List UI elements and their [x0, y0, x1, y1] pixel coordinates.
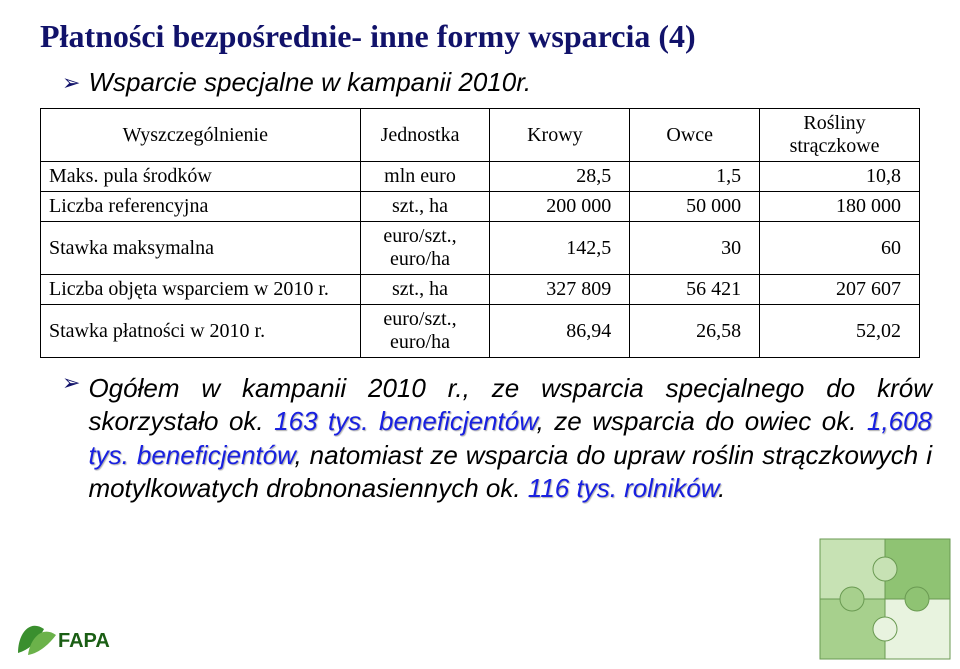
cell-v1: 86,94: [490, 305, 630, 358]
cell-unit: euro/szt., euro/ha: [360, 222, 490, 275]
cell-v3: 60: [760, 222, 920, 275]
table-body: Maks. pula środków mln euro 28,5 1,5 10,…: [41, 162, 920, 358]
cell-label: Liczba referencyjna: [41, 192, 361, 222]
bullet-icon: ➢: [62, 372, 80, 505]
table-row: Stawka maksymalna euro/szt., euro/ha 142…: [41, 222, 920, 275]
th-4: Rośliny strączkowe: [760, 109, 920, 162]
th-1: Jednostka: [360, 109, 490, 162]
cell-v1: 200 000: [490, 192, 630, 222]
cell-unit: mln euro: [360, 162, 490, 192]
data-table: Wyszczególnienie Jednostka Krowy Owce Ro…: [40, 108, 920, 358]
cell-v1: 28,5: [490, 162, 630, 192]
cell-v2: 26,58: [630, 305, 760, 358]
cell-v3: 52,02: [760, 305, 920, 358]
para-highlight: 163 tys. beneficjentów: [274, 406, 536, 436]
table-row: Stawka płatności w 2010 r. euro/szt., eu…: [41, 305, 920, 358]
cell-v2: 56 421: [630, 275, 760, 305]
th-0: Wyszczególnienie: [41, 109, 361, 162]
fapa-logo-icon: FAPA: [10, 613, 130, 661]
cell-unit: euro/szt., euro/ha: [360, 305, 490, 358]
cell-v1: 142,5: [490, 222, 630, 275]
subtitle-text: Wsparcie specjalne w kampanii 2010r.: [88, 67, 531, 98]
subtitle-line: ➢ Wsparcie specjalne w kampanii 2010r.: [62, 67, 920, 98]
cell-v1: 327 809: [490, 275, 630, 305]
cell-label: Stawka maksymalna: [41, 222, 361, 275]
cell-v2: 1,5: [630, 162, 760, 192]
bullet-icon: ➢: [62, 72, 80, 94]
para-highlight: 116 tys. rolników: [528, 473, 718, 503]
cell-v3: 180 000: [760, 192, 920, 222]
cell-label: Maks. pula środków: [41, 162, 361, 192]
table-row: Maks. pula środków mln euro 28,5 1,5 10,…: [41, 162, 920, 192]
para-seg: .: [718, 473, 725, 503]
cell-unit: szt., ha: [360, 192, 490, 222]
th-3: Owce: [630, 109, 760, 162]
summary-paragraph: ➢ Ogółem w kampanii 2010 r., ze wsparcia…: [62, 372, 932, 505]
cell-unit: szt., ha: [360, 275, 490, 305]
puzzle-decoration-icon: [780, 519, 960, 669]
cell-label: Liczba objęta wsparciem w 2010 r.: [41, 275, 361, 305]
cell-label: Stawka płatności w 2010 r.: [41, 305, 361, 358]
cell-v3: 10,8: [760, 162, 920, 192]
para-seg: , ze wsparcia do owiec ok.: [537, 406, 867, 436]
page-title: Płatności bezpośrednie- inne formy wspar…: [40, 18, 920, 55]
th-2: Krowy: [490, 109, 630, 162]
table-row: Liczba objęta wsparciem w 2010 r. szt., …: [41, 275, 920, 305]
summary-text: Ogółem w kampanii 2010 r., ze wsparcia s…: [88, 372, 932, 505]
cell-v2: 50 000: [630, 192, 760, 222]
cell-v3: 207 607: [760, 275, 920, 305]
cell-v2: 30: [630, 222, 760, 275]
table-row: Liczba referencyjna szt., ha 200 000 50 …: [41, 192, 920, 222]
table-header-row: Wyszczególnienie Jednostka Krowy Owce Ro…: [41, 109, 920, 162]
svg-text:FAPA: FAPA: [58, 630, 110, 652]
